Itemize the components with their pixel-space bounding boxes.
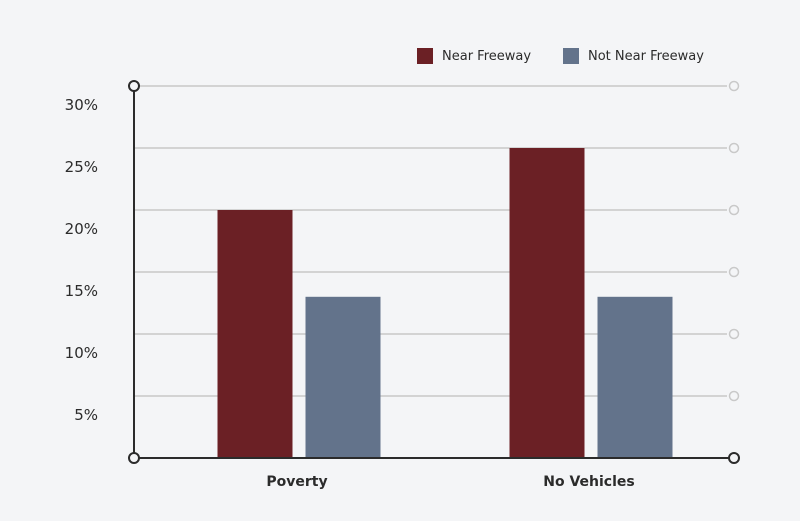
axis-end-marker [128,80,140,92]
bar-not-near-freeway [597,296,673,458]
gridline-marker [728,80,740,92]
legend-item-near-freeway: Near Freeway [417,48,531,64]
y-tick-label: 20% [65,220,98,238]
legend-item-not-near-freeway: Not Near Freeway [563,48,704,64]
bar-not-near-freeway [305,296,381,458]
y-tick-label: 25% [65,158,98,176]
gridline-marker [728,142,740,154]
y-tick-label: 30% [65,96,98,114]
axis-end-marker [728,452,740,464]
bar-near-freeway [217,210,293,458]
legend-swatch-near-freeway [417,48,433,64]
legend-swatch-not-near-freeway [563,48,579,64]
axis-origin-marker [128,452,140,464]
y-tick-label: 10% [65,344,98,362]
gridline-marker [728,204,740,216]
y-tick-label: 5% [74,406,98,424]
x-tick-label: No Vehicles [543,474,634,490]
legend-label-near-freeway: Near Freeway [442,48,532,64]
x-tick-label: Poverty [266,474,327,490]
legend-label-not-near-freeway: Not Near Freeway [588,48,704,64]
gridline-marker [728,328,740,340]
gridline-marker [728,266,740,278]
gridline-marker [728,390,740,402]
y-tick-label: 15% [65,282,98,300]
bar-near-freeway [509,148,585,458]
